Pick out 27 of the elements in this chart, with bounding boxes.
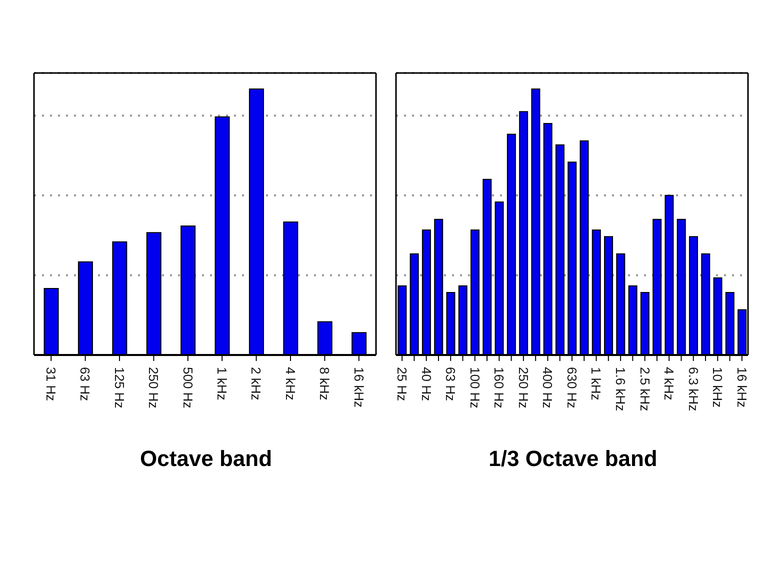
x-tick-label: 25 Hz xyxy=(394,367,410,401)
x-tick-label: 63 Hz xyxy=(443,367,458,401)
x-tick-label: 40 Hz xyxy=(418,367,434,401)
x-tick-label: 100 Hz xyxy=(467,367,482,408)
x-tick-label: 250 Hz xyxy=(146,367,162,408)
x-tick-label: 16 kHz xyxy=(351,367,366,408)
x-tick-label: 400 Hz xyxy=(540,367,556,408)
x-tick-label: 250 Hz xyxy=(516,367,531,408)
x-tick-label: 6.3 kHz xyxy=(686,367,701,412)
x-tick-label: 4 kHz xyxy=(282,367,298,400)
x-tick-label: 1 kHz xyxy=(214,367,230,400)
x-tick-label: 1 kHz xyxy=(588,367,604,400)
x-tick-label: 500 Hz xyxy=(180,367,196,408)
x-tick-label: 16 kHz xyxy=(734,367,750,408)
x-tick-label: 125 Hz xyxy=(112,367,127,408)
x-tick-label: 630 Hz xyxy=(564,367,580,408)
x-tick-label: 8 kHz xyxy=(317,367,332,400)
x-tick-label: 2 kHz xyxy=(248,367,264,400)
x-tick-label: 10 kHz xyxy=(710,367,726,408)
x-tick-label: 31 Hz xyxy=(44,367,59,401)
x-tick-label: 4 kHz xyxy=(662,367,677,400)
x-tick-label: 160 Hz xyxy=(492,367,507,408)
x-tick-label: 2.5 kHz xyxy=(637,367,652,412)
x-axis-title: 1/3 Octave band xyxy=(488,446,658,472)
x-tick-label: 1.6 kHz xyxy=(613,367,628,412)
x-axis-title: Octave band xyxy=(138,446,274,472)
x-tick-label: 63 Hz xyxy=(78,367,93,401)
